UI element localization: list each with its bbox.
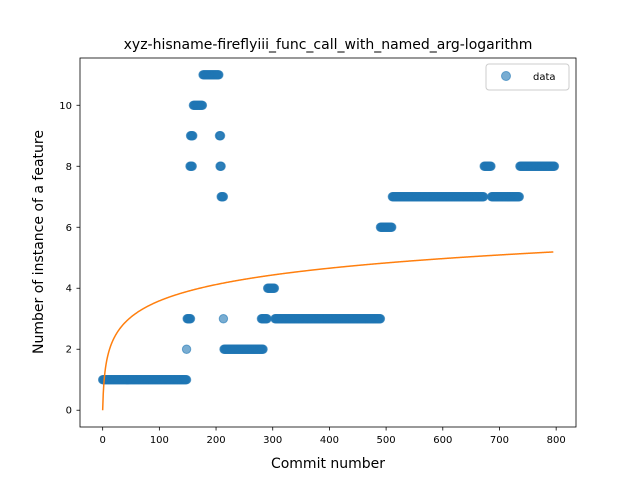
x-tick-label: 700 bbox=[490, 435, 509, 446]
data-point bbox=[375, 314, 386, 324]
x-tick-label: 200 bbox=[206, 435, 225, 446]
legend-marker-data bbox=[501, 71, 511, 81]
data-point bbox=[214, 70, 224, 80]
y-tick-label: 2 bbox=[66, 345, 72, 356]
data-point bbox=[218, 314, 229, 324]
data-point bbox=[185, 314, 196, 324]
scatter-points bbox=[97, 70, 560, 385]
data-point bbox=[216, 161, 226, 171]
y-tick-label: 8 bbox=[66, 162, 72, 173]
legend: data bbox=[485, 63, 570, 91]
axes: 0 100 200 300 400 500 600 700 800 0 2 4 6 8 10 bbox=[59, 57, 577, 446]
plot-frame bbox=[79, 57, 577, 428]
x-tick-label: 500 bbox=[377, 435, 396, 446]
data-point bbox=[197, 100, 208, 110]
data-point bbox=[478, 192, 489, 202]
data-point bbox=[181, 344, 192, 354]
data-point bbox=[262, 314, 272, 324]
data-point bbox=[514, 192, 525, 202]
x-tick-label: 0 bbox=[99, 435, 105, 446]
data-point bbox=[187, 161, 197, 171]
legend-label-data: data bbox=[533, 72, 556, 83]
data-point bbox=[549, 161, 560, 171]
data-point bbox=[269, 283, 280, 293]
data-point bbox=[387, 222, 397, 232]
fit-line-layer bbox=[101, 251, 554, 411]
fit-line bbox=[101, 251, 554, 411]
x-tick-label: 400 bbox=[320, 435, 339, 446]
data-point bbox=[486, 161, 496, 171]
chart-title: xyz-hisname-fireflyiii_func_call_with_na… bbox=[124, 37, 533, 53]
data-point bbox=[258, 344, 268, 354]
x-tick-label: 800 bbox=[547, 435, 566, 446]
x-tick-label: 100 bbox=[150, 435, 169, 446]
y-tick-label: 10 bbox=[59, 101, 72, 112]
data-point bbox=[188, 131, 198, 141]
y-tick-label: 6 bbox=[66, 223, 72, 234]
x-axis-label: Commit number bbox=[271, 456, 385, 472]
x-tick-label: 600 bbox=[433, 435, 452, 446]
y-tick-label: 0 bbox=[66, 406, 72, 417]
data-point bbox=[215, 131, 226, 141]
data-point bbox=[218, 192, 229, 202]
y-axis-label: Number of instance of a feature bbox=[31, 130, 47, 354]
data-point bbox=[181, 375, 192, 385]
x-tick-label: 300 bbox=[263, 435, 282, 446]
y-tick-label: 4 bbox=[66, 284, 72, 295]
legend-box bbox=[485, 63, 570, 91]
